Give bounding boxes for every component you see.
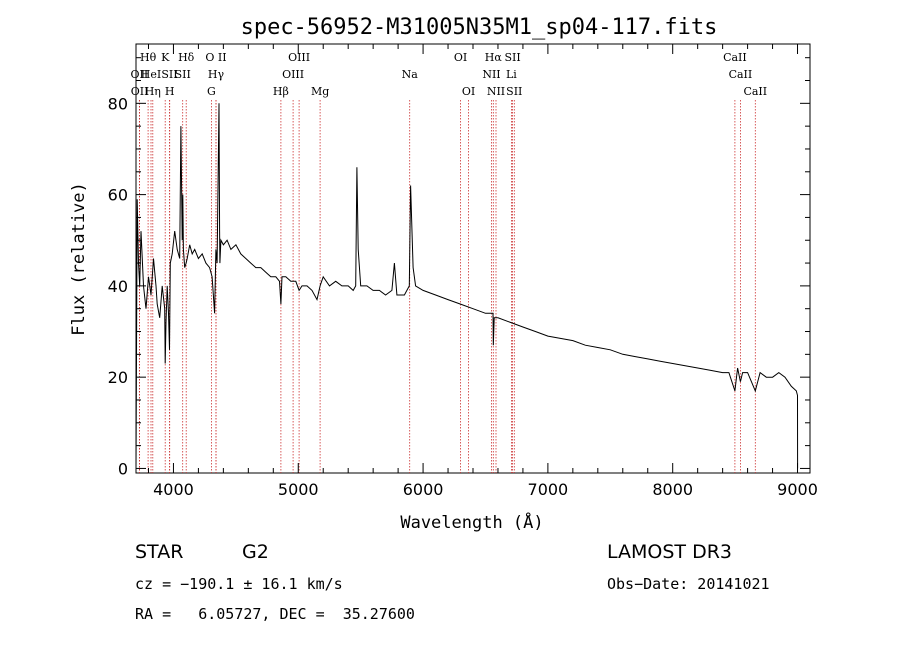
marker-label-5: K: [161, 51, 170, 64]
chart-title: spec-56952-M31005N35M1_sp04-117.fits: [241, 15, 718, 40]
y-tick-label-2: 40: [108, 277, 128, 296]
marker-label-24: Li: [506, 68, 517, 81]
marker-label-20: Hα: [485, 51, 503, 64]
y-tick-label-4: 80: [108, 94, 128, 113]
marker-label-0: OII: [131, 68, 149, 81]
x-tick-label-2: 6000: [403, 480, 444, 499]
y-tick-label-1: 20: [108, 368, 128, 387]
y-tick-label-3: 60: [108, 186, 128, 205]
object-class: STAR: [135, 541, 183, 563]
line-markers: [138, 100, 756, 473]
redshift-cz: cz = −190.1 ± 16.1 km/s: [135, 575, 343, 593]
marker-label-16: Mg: [311, 85, 329, 98]
x-tick-label-4: 8000: [652, 480, 693, 499]
x-axis-ticks: 4000 5000 6000 7000 8000 9000: [147, 44, 818, 499]
x-tick-label-3: 7000: [528, 480, 569, 499]
ra-dec-coordinates: RA = 6.05727, DEC = 35.27600: [135, 605, 415, 623]
marker-label-14: OIII: [288, 51, 310, 64]
marker-label-22: NII: [487, 85, 505, 98]
marker-label-27: CaII: [729, 68, 753, 81]
marker-label-1: OII: [131, 85, 149, 98]
marker-label-19: OI: [462, 85, 475, 98]
marker-label-25: SII: [506, 85, 522, 98]
marker-label-23: SII: [504, 51, 520, 64]
marker-label-2: Hθ: [140, 51, 157, 64]
marker-label-10: O II: [205, 51, 226, 64]
x-tick-label-5: 9000: [777, 480, 818, 499]
marker-label-26: CaII: [723, 51, 747, 64]
object-subclass: G2: [242, 541, 269, 563]
x-axis-label: Wavelength (Å): [400, 511, 543, 533]
marker-label-6: SII: [161, 68, 177, 81]
x-tick-label-0: 4000: [153, 480, 194, 499]
marker-label-12: G: [207, 85, 216, 98]
spectrum-trace: [135, 103, 799, 469]
marker-label-17: Na: [402, 68, 419, 81]
marker-label-13: Hβ: [273, 85, 289, 98]
marker-label-18: OI: [454, 51, 467, 64]
y-axis-ticks: 0 20 40 60 80: [108, 57, 810, 478]
y-axis-label: Flux (relative): [69, 182, 89, 336]
observation-date: Obs−Date: 20141021: [607, 575, 770, 593]
marker-label-3: HeI: [141, 68, 161, 81]
plot-frame: [135, 43, 811, 474]
y-tick-label-0: 0: [118, 459, 128, 478]
marker-label-7: H: [165, 85, 175, 98]
marker-label-4: Hη: [145, 85, 161, 98]
marker-label-21: NII: [482, 68, 500, 81]
x-tick-label-1: 5000: [278, 480, 319, 499]
marker-label-11: Hγ: [208, 68, 225, 81]
marker-label-28: CaII: [743, 85, 767, 98]
survey-label: LAMOST DR3: [607, 541, 732, 563]
marker-label-9: SII: [175, 68, 191, 81]
marker-label-8: Hδ: [178, 51, 195, 64]
marker-label-15: OIII: [282, 68, 304, 81]
